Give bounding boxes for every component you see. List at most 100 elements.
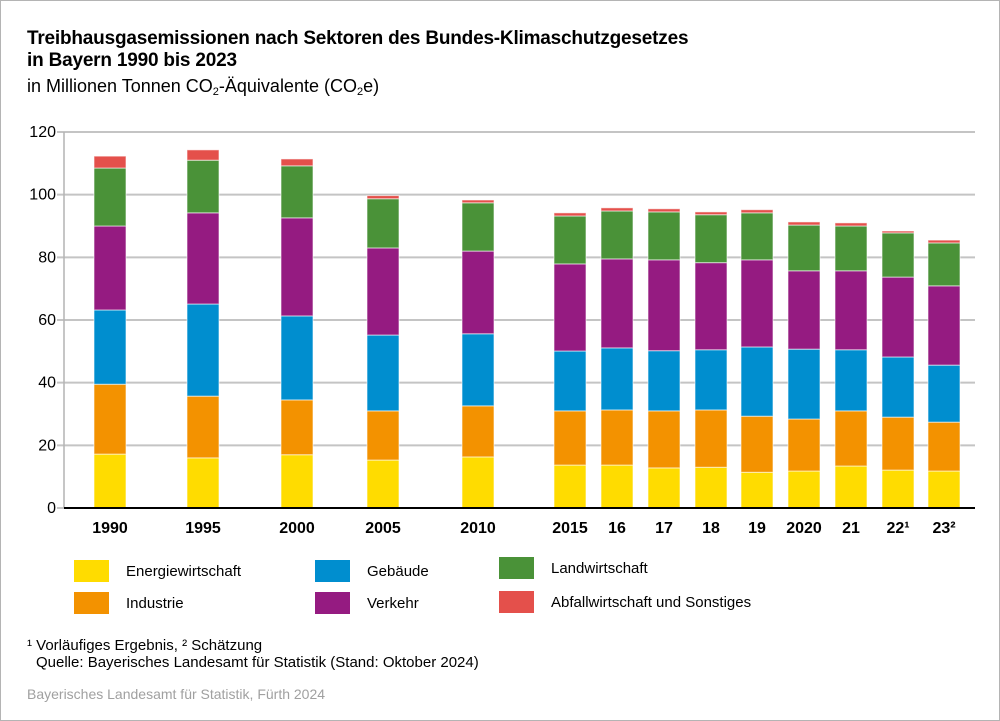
legend-label: Industrie xyxy=(126,594,184,612)
bar-segment-industrie xyxy=(461,405,495,458)
bar-segment-energiewirtschaft xyxy=(927,470,961,509)
x-tick-label: 21 xyxy=(842,520,860,537)
source-note: Quelle: Bayerisches Landesamt für Statis… xyxy=(36,654,479,671)
bar-segment-landwirtschaft xyxy=(93,167,127,227)
legend-swatch xyxy=(74,592,109,614)
bar-segment-energiewirtschaft xyxy=(93,453,127,509)
x-tick-label: 23² xyxy=(932,520,955,537)
bar-segment-industrie xyxy=(366,410,400,461)
x-tick-label: 1995 xyxy=(185,520,221,537)
bar-segment-abfallwirtschaft-und-sonstiges xyxy=(600,207,634,212)
chart-title-line2: in Bayern 1990 bis 2023 xyxy=(27,50,237,71)
bar-segment-abfallwirtschaft-und-sonstiges xyxy=(93,155,127,169)
bar-segment-verkehr xyxy=(694,262,728,351)
bar-segment-industrie xyxy=(694,409,728,468)
x-tick-label: 22¹ xyxy=(886,520,909,537)
legend-label: Landwirtschaft xyxy=(551,559,648,577)
bar-segment-abfallwirtschaft-und-sonstiges xyxy=(881,230,915,234)
bar-segment-geb-ude xyxy=(740,346,774,417)
bar-segment-landwirtschaft xyxy=(461,202,495,252)
chart-title: Treibhausgasemissionen nach Sektoren des… xyxy=(27,28,689,72)
subtitle-text: in Millionen Tonnen CO xyxy=(27,76,213,96)
x-tick-label: 2010 xyxy=(460,520,496,537)
bar-segment-verkehr xyxy=(93,225,127,311)
subtitle-subscript-2: 2 xyxy=(356,86,364,98)
bar-segment-energiewirtschaft xyxy=(553,464,587,509)
bar-segment-geb-ude xyxy=(461,333,495,407)
x-tick-label: 2020 xyxy=(786,520,822,537)
bar-segment-geb-ude xyxy=(186,303,220,397)
bar-segment-energiewirtschaft xyxy=(280,454,314,509)
y-tick-label: 60 xyxy=(38,312,56,329)
bar-segment-geb-ude xyxy=(787,348,821,420)
bar-segment-industrie xyxy=(600,409,634,466)
bar-segment-industrie xyxy=(740,415,774,473)
bar-segment-landwirtschaft xyxy=(740,212,774,261)
y-tick-label: 40 xyxy=(38,375,56,392)
bar-segment-verkehr xyxy=(366,247,400,336)
bar-segment-verkehr xyxy=(186,212,220,305)
bar-segment-industrie xyxy=(927,421,961,472)
bar-segment-verkehr xyxy=(787,270,821,350)
bar-segment-verkehr xyxy=(553,263,587,352)
legend-label: Verkehr xyxy=(367,594,419,612)
bar-segment-abfallwirtschaft-und-sonstiges xyxy=(366,195,400,200)
bar-segment-landwirtschaft xyxy=(881,232,915,278)
bar-segment-industrie xyxy=(647,410,681,469)
x-tick-label: 17 xyxy=(655,520,673,537)
x-tick-label: 2000 xyxy=(279,520,315,537)
bar-segment-landwirtschaft xyxy=(787,224,821,272)
bar-segment-landwirtschaft xyxy=(927,242,961,287)
x-tick-label: 2015 xyxy=(552,520,588,537)
x-tick-label: 1990 xyxy=(92,520,128,537)
bar-segment-abfallwirtschaft-und-sonstiges xyxy=(461,199,495,204)
bar-segment-abfallwirtschaft-und-sonstiges xyxy=(280,158,314,167)
bar-segment-abfallwirtschaft-und-sonstiges xyxy=(186,149,220,161)
x-tick-label: 2005 xyxy=(365,520,401,537)
bar-segment-landwirtschaft xyxy=(366,198,400,249)
x-tick-label: 19 xyxy=(748,520,766,537)
legend-item: Industrie xyxy=(74,592,184,614)
bar-segment-geb-ude xyxy=(694,349,728,411)
y-tick-label: 120 xyxy=(29,124,56,141)
bar-segment-industrie xyxy=(553,410,587,466)
credit: Bayerisches Landesamt für Statistik, Für… xyxy=(27,686,326,702)
bar-segment-geb-ude xyxy=(647,350,681,412)
x-tick-label: 16 xyxy=(608,520,626,537)
bar-segment-energiewirtschaft xyxy=(740,471,774,509)
bar-segment-landwirtschaft xyxy=(553,215,587,265)
bar-segment-energiewirtschaft xyxy=(647,467,681,509)
y-tick-label: 80 xyxy=(38,249,56,266)
bar-segment-industrie xyxy=(881,416,915,471)
legend-item: Landwirtschaft xyxy=(499,557,648,579)
y-tick-label: 0 xyxy=(47,500,56,517)
bar-segment-abfallwirtschaft-und-sonstiges xyxy=(740,209,774,214)
legend-swatch xyxy=(499,591,534,613)
bar-segment-energiewirtschaft xyxy=(186,457,220,509)
bar-segment-geb-ude xyxy=(927,364,961,423)
bar-segment-verkehr xyxy=(280,217,314,317)
bar-segment-geb-ude xyxy=(280,315,314,401)
bar-segment-geb-ude xyxy=(600,347,634,411)
bar-segment-verkehr xyxy=(927,285,961,366)
legend-item: Abfallwirtschaft und Sonstiges xyxy=(499,591,751,613)
legend-label: Energiewirtschaft xyxy=(126,562,242,580)
legend-label: Abfallwirtschaft und Sonstiges xyxy=(551,593,752,611)
bar-segment-landwirtschaft xyxy=(694,214,728,264)
bar-segment-landwirtschaft xyxy=(600,210,634,260)
chart-subtitle: in Millionen Tonnen CO2-Äquivalente (CO2… xyxy=(27,75,379,103)
bar-segment-geb-ude xyxy=(553,350,587,412)
legend-swatch xyxy=(315,560,350,582)
y-tick-label: 20 xyxy=(38,437,56,454)
legend-swatch xyxy=(499,557,534,579)
bar-segment-abfallwirtschaft-und-sonstiges xyxy=(834,222,868,227)
bar-segment-industrie xyxy=(787,418,821,472)
bar-segment-geb-ude xyxy=(93,309,127,385)
legend-label: Gebäude xyxy=(367,562,429,580)
legend-item: Verkehr xyxy=(315,592,419,614)
bar-segment-energiewirtschaft xyxy=(366,459,400,509)
legend-swatch xyxy=(315,592,350,614)
bar-segment-verkehr xyxy=(740,259,774,348)
bar-segment-verkehr xyxy=(647,259,681,352)
subtitle-subscript: 2 xyxy=(212,86,219,98)
